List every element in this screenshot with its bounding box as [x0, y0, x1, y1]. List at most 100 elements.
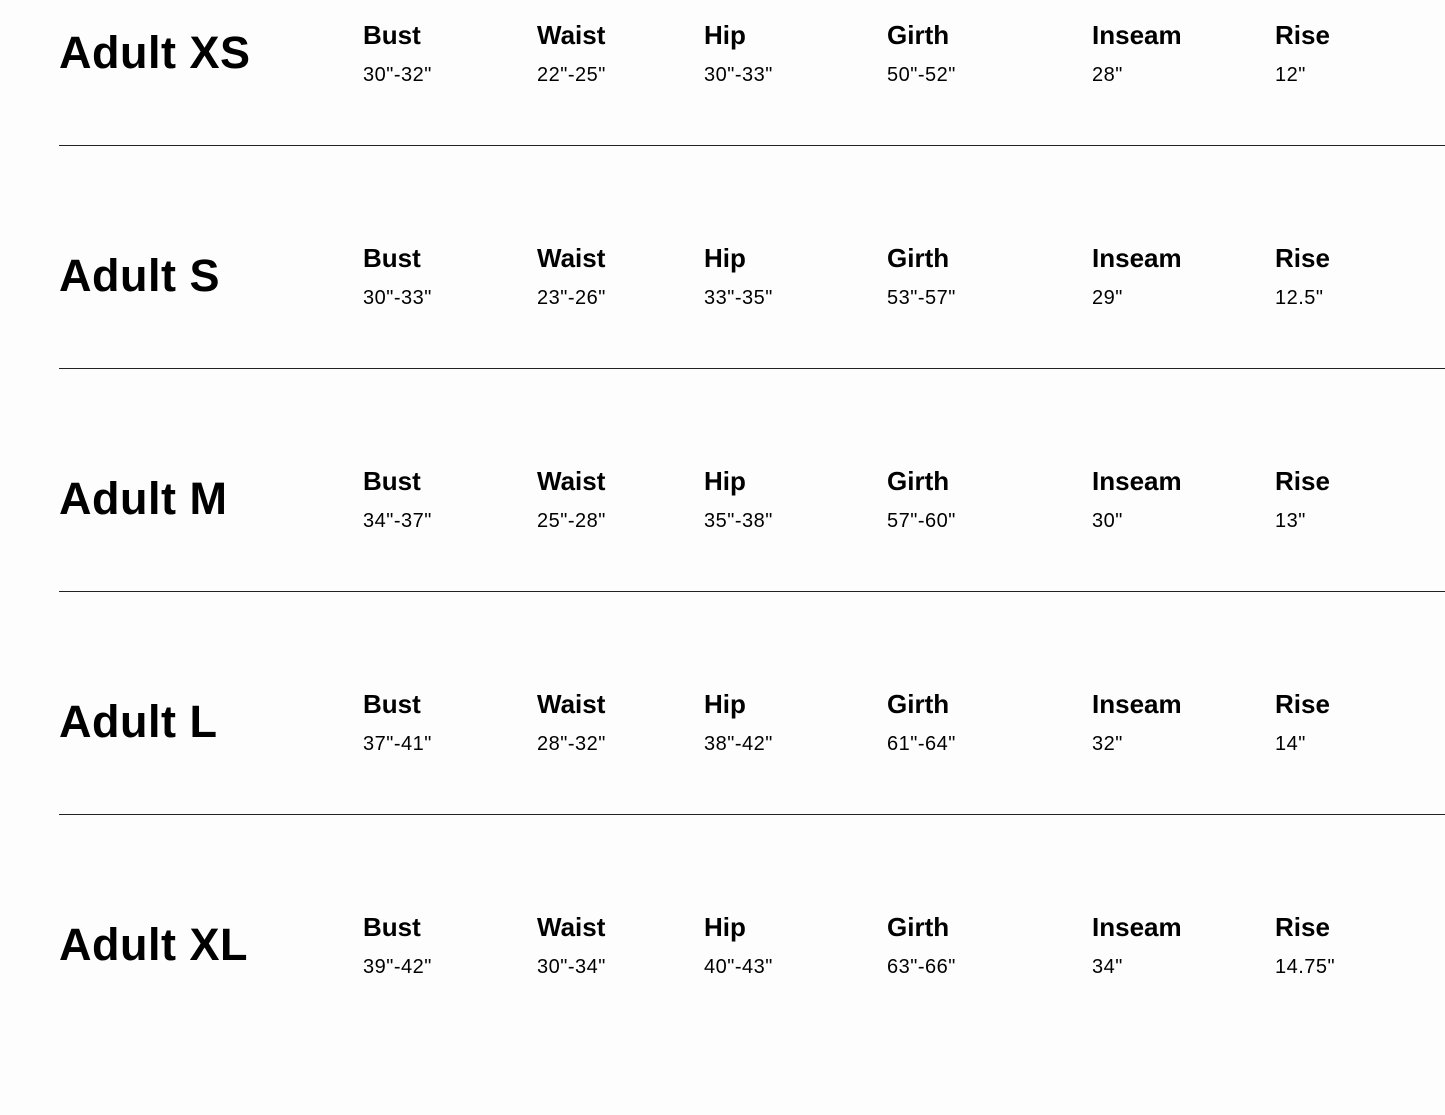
measurement-label: Girth — [887, 243, 950, 273]
measurement-label: Inseam — [1092, 243, 1182, 273]
measurement-value: 25"-28" — [537, 510, 606, 532]
measurement-inseam: Inseam 29" — [1092, 241, 1182, 311]
measurement-label: Bust — [363, 20, 421, 50]
measurement-value: 22"-25" — [537, 64, 606, 86]
measurement-bust: Bust 39"-42" — [363, 910, 432, 980]
measurement-inseam: Inseam 32" — [1092, 687, 1182, 757]
size-name: Adult XS — [59, 27, 251, 78]
measurement-inseam: Inseam 30" — [1092, 464, 1182, 534]
measurement-value: 50"-52" — [887, 64, 956, 86]
measurement-bust: Bust 37"-41" — [363, 687, 432, 757]
measurement-label: Bust — [363, 912, 421, 942]
measurement-label: Girth — [887, 466, 950, 496]
measurement-value: 39"-42" — [363, 956, 432, 978]
size-name: Adult XL — [59, 919, 248, 970]
measurement-rise: Rise 14" — [1275, 687, 1330, 757]
measurement-waist: Waist 30"-34" — [537, 910, 606, 980]
size-row: Adult XS Bust 30"-32" Waist 22"-25" Hip … — [0, 0, 1445, 223]
measurement-rise: Rise 12.5" — [1275, 241, 1330, 311]
measurement-waist: Waist 28"-32" — [537, 687, 606, 757]
measurement-label: Inseam — [1092, 912, 1182, 942]
measurement-hip: Hip 35"-38" — [704, 464, 773, 534]
size-row: Adult XL Bust 39"-42" Waist 30"-34" Hip … — [0, 892, 1445, 1115]
measurement-value: 57"-60" — [887, 510, 956, 532]
measurement-value: 28" — [1092, 64, 1123, 86]
measurement-waist: Waist 23"-26" — [537, 241, 606, 311]
measurement-label: Waist — [537, 466, 606, 496]
measurement-girth: Girth 53"-57" — [887, 241, 956, 311]
measurement-inseam: Inseam 34" — [1092, 910, 1182, 980]
measurement-label: Waist — [537, 912, 606, 942]
measurement-label: Hip — [704, 912, 746, 942]
measurement-value: 34" — [1092, 956, 1123, 978]
measurement-hip: Hip 30"-33" — [704, 18, 773, 88]
measurement-label: Girth — [887, 20, 950, 50]
size-row: Adult M Bust 34"-37" Waist 25"-28" Hip 3… — [0, 446, 1445, 669]
divider — [59, 814, 1445, 815]
size-name: Adult M — [59, 473, 228, 524]
measurement-waist: Waist 22"-25" — [537, 18, 606, 88]
measurement-label: Rise — [1275, 243, 1330, 273]
measurement-value: 34"-37" — [363, 510, 432, 532]
measurement-hip: Hip 38"-42" — [704, 687, 773, 757]
divider — [59, 145, 1445, 146]
size-name: Adult L — [59, 696, 218, 747]
measurement-girth: Girth 63"-66" — [887, 910, 956, 980]
measurement-label: Waist — [537, 20, 606, 50]
measurement-label: Hip — [704, 466, 746, 496]
divider — [59, 591, 1445, 592]
measurement-value: 30"-34" — [537, 956, 606, 978]
measurement-value: 12" — [1275, 64, 1306, 86]
measurement-value: 61"-64" — [887, 733, 956, 755]
size-row: Adult L Bust 37"-41" Waist 28"-32" Hip 3… — [0, 669, 1445, 892]
measurement-label: Hip — [704, 243, 746, 273]
measurement-label: Girth — [887, 689, 950, 719]
measurement-bust: Bust 30"-32" — [363, 18, 432, 88]
measurement-value: 30"-33" — [363, 287, 432, 309]
measurement-label: Girth — [887, 912, 950, 942]
measurement-label: Rise — [1275, 912, 1330, 942]
measurement-label: Rise — [1275, 466, 1330, 496]
measurement-label: Hip — [704, 20, 746, 50]
measurement-rise: Rise 14.75" — [1275, 910, 1335, 980]
measurement-value: 53"-57" — [887, 287, 956, 309]
measurement-girth: Girth 61"-64" — [887, 687, 956, 757]
measurement-label: Rise — [1275, 20, 1330, 50]
measurement-value: 30" — [1092, 510, 1123, 532]
measurement-girth: Girth 57"-60" — [887, 464, 956, 534]
measurement-value: 30"-33" — [704, 64, 773, 86]
measurement-rise: Rise 13" — [1275, 464, 1330, 534]
measurement-label: Rise — [1275, 689, 1330, 719]
measurement-waist: Waist 25"-28" — [537, 464, 606, 534]
measurement-bust: Bust 34"-37" — [363, 464, 432, 534]
measurement-value: 28"-32" — [537, 733, 606, 755]
measurement-value: 29" — [1092, 287, 1123, 309]
measurement-value: 38"-42" — [704, 733, 773, 755]
measurement-label: Hip — [704, 689, 746, 719]
measurement-value: 14.75" — [1275, 956, 1336, 978]
measurement-label: Inseam — [1092, 20, 1182, 50]
measurement-label: Bust — [363, 466, 421, 496]
measurement-label: Waist — [537, 243, 606, 273]
measurement-value: 40"-43" — [704, 956, 773, 978]
measurement-label: Inseam — [1092, 466, 1182, 496]
size-name: Adult S — [59, 250, 220, 301]
measurement-value: 12.5" — [1275, 287, 1324, 309]
measurement-hip: Hip 40"-43" — [704, 910, 773, 980]
measurement-bust: Bust 30"-33" — [363, 241, 432, 311]
measurement-value: 37"-41" — [363, 733, 432, 755]
measurement-value: 23"-26" — [537, 287, 606, 309]
measurement-rise: Rise 12" — [1275, 18, 1330, 88]
measurement-value: 35"-38" — [704, 510, 773, 532]
measurement-label: Bust — [363, 243, 421, 273]
divider — [59, 368, 1445, 369]
measurement-inseam: Inseam 28" — [1092, 18, 1182, 88]
size-row: Adult S Bust 30"-33" Waist 23"-26" Hip 3… — [0, 223, 1445, 446]
measurement-value: 13" — [1275, 510, 1306, 532]
measurement-value: 32" — [1092, 733, 1123, 755]
measurement-hip: Hip 33"-35" — [704, 241, 773, 311]
measurement-label: Waist — [537, 689, 606, 719]
measurement-value: 33"-35" — [704, 287, 773, 309]
measurement-value: 14" — [1275, 733, 1306, 755]
measurement-value: 63"-66" — [887, 956, 956, 978]
